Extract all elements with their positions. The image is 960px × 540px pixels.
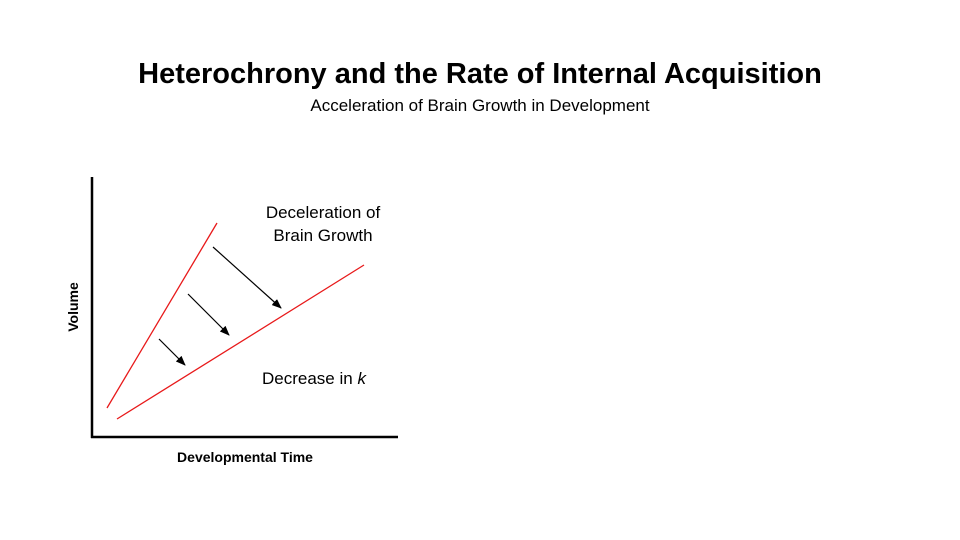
rate-constant-symbol: k xyxy=(357,369,367,388)
upper-annotation-line2: Brain Growth xyxy=(273,226,372,245)
y-axis-label: Volume xyxy=(65,282,81,332)
lower-annotation: Decrease in k xyxy=(262,369,367,388)
upper-annotation-line1: Deceleration of xyxy=(266,203,381,222)
steep-growth-line xyxy=(106,222,218,409)
shift-arrow-lower xyxy=(158,338,186,366)
x-axis-label: Developmental Time xyxy=(177,449,313,465)
shift-arrow-middle xyxy=(187,293,230,336)
slide-title: Heterochrony and the Rate of Internal Ac… xyxy=(138,58,822,90)
shift-arrow-upper xyxy=(212,246,282,309)
lower-annotation-prefix: Decrease in xyxy=(262,369,357,388)
slide-subtitle: Acceleration of Brain Growth in Developm… xyxy=(310,96,650,115)
shallow-growth-line xyxy=(116,264,365,420)
